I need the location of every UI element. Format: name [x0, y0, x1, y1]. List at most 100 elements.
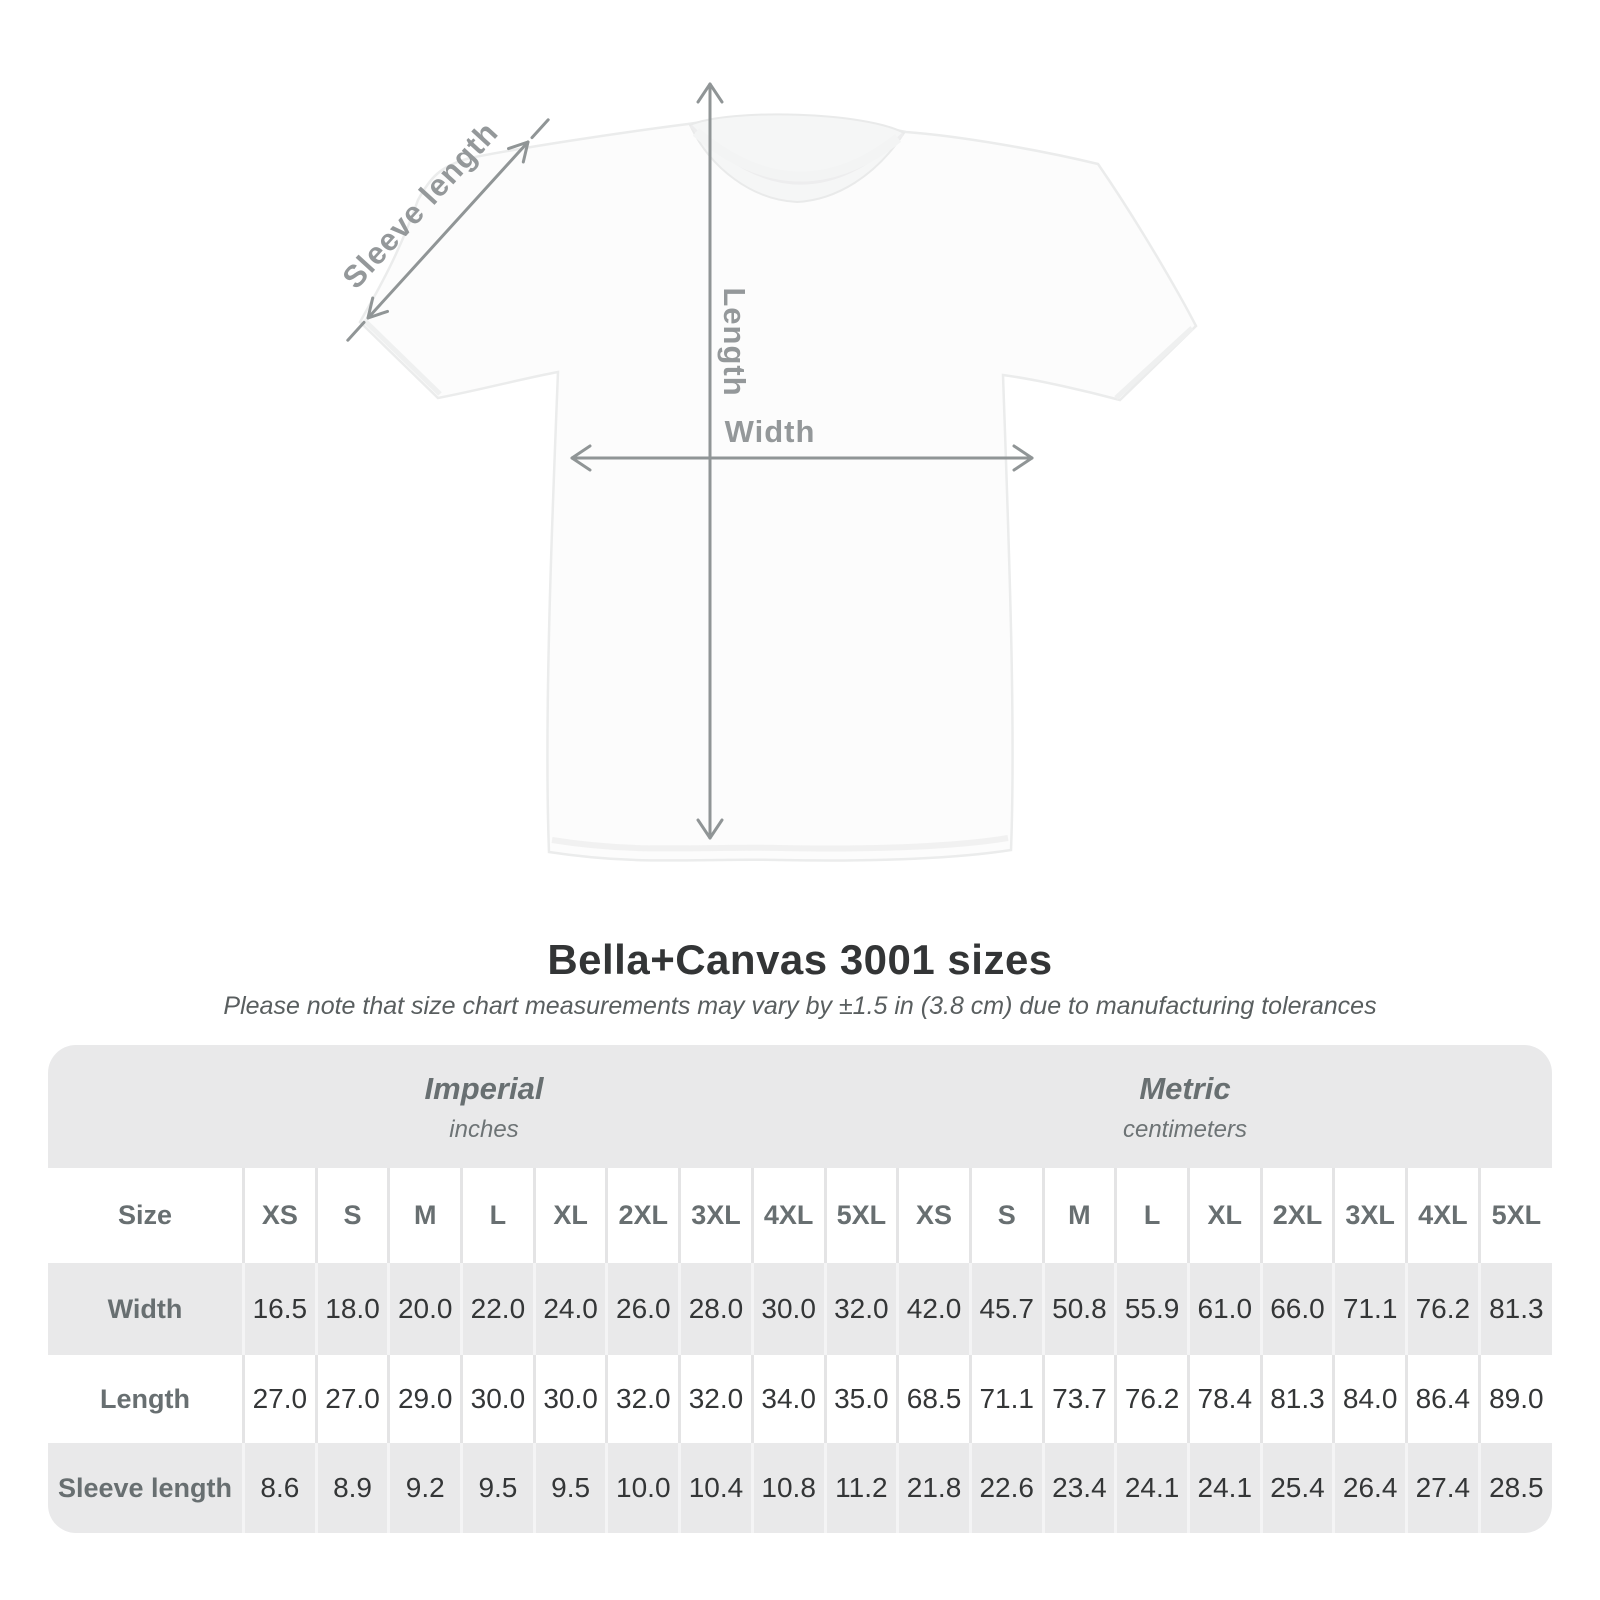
size-table: Size XS S M L XL 2XL 3XL 4XL 5XL XS S M L XL 2XL 3XL 4XL 5…	[48, 1168, 1552, 1533]
unit-group-metric: Metric centimeters	[1123, 1045, 1247, 1144]
value-cell: 8.6	[242, 1443, 317, 1533]
size-col-metric-3xl: 3XL	[1332, 1168, 1407, 1263]
value-cell: 76.2	[1114, 1355, 1189, 1443]
value-cell: 26.4	[1332, 1443, 1407, 1533]
value-cell: 42.0	[896, 1263, 971, 1355]
sleeve-length-arrow	[346, 118, 550, 342]
value-cell: 24.1	[1186, 1443, 1262, 1533]
value-cell: 76.2	[1405, 1263, 1480, 1355]
value-cell: 10.0	[605, 1443, 680, 1533]
value-cell: 30.0	[532, 1355, 607, 1443]
size-col-imperial-5xl: 5XL	[823, 1168, 898, 1263]
value-cell: 9.5	[460, 1443, 535, 1533]
size-col-metric-5xl: 5XL	[1477, 1168, 1552, 1263]
imperial-unit: inches	[449, 1116, 519, 1143]
size-chart-card: Imperial inches Metric centimeters Size X…	[48, 1045, 1552, 1533]
value-cell: 24.0	[532, 1263, 607, 1355]
value-cell: 55.9	[1114, 1263, 1189, 1355]
size-col-imperial-2xl: 2XL	[605, 1168, 680, 1263]
tshirt-diagram: Sleeve length Length Width	[335, 82, 1198, 862]
measure-row-width: Width 16.5 18.0 20.0 22.0 24.0 26.0 28.0 30.0 32.…	[48, 1263, 1552, 1355]
value-cell: 32.0	[823, 1263, 898, 1355]
size-col-imperial-4xl: 4XL	[750, 1168, 825, 1263]
value-cell: 73.7	[1041, 1355, 1116, 1443]
value-cell: 61.0	[1186, 1263, 1262, 1355]
value-cell: 24.1	[1114, 1443, 1189, 1533]
value-cell: 21.8	[896, 1443, 971, 1533]
value-cell: 89.0	[1477, 1355, 1552, 1443]
value-cell: 81.3	[1477, 1263, 1552, 1355]
value-cell: 45.7	[968, 1263, 1044, 1355]
value-cell: 71.1	[968, 1355, 1044, 1443]
value-cell: 9.2	[387, 1443, 462, 1533]
value-cell: 32.0	[678, 1355, 753, 1443]
value-cell: 25.4	[1259, 1443, 1334, 1533]
tshirt-illustration	[358, 113, 1198, 862]
value-cell: 28.0	[678, 1263, 753, 1355]
unit-band: Imperial inches Metric centimeters	[48, 1045, 1552, 1168]
value-cell: 81.3	[1259, 1355, 1334, 1443]
page-title: Bella+Canvas 3001 sizes	[547, 936, 1053, 983]
unit-group-imperial: Imperial inches	[425, 1045, 544, 1144]
value-cell: 9.5	[532, 1443, 607, 1533]
value-cell: 27.4	[1405, 1443, 1480, 1533]
size-col-metric-4xl: 4XL	[1405, 1168, 1480, 1263]
value-cell: 10.8	[750, 1443, 825, 1533]
value-cell: 27.0	[314, 1355, 389, 1443]
value-cell: 26.0	[605, 1263, 680, 1355]
size-col-imperial-xs: XS	[242, 1168, 317, 1263]
value-cell: 23.4	[1041, 1443, 1116, 1533]
measure-row-length: Length 27.0 27.0 29.0 30.0 30.0 32.0 32.0 34.0 35…	[48, 1355, 1552, 1443]
value-cell: 10.4	[678, 1443, 753, 1533]
value-cell: 35.0	[823, 1355, 898, 1443]
length-arrow	[696, 82, 724, 840]
size-col-imperial-m: M	[387, 1168, 462, 1263]
size-col-metric-s: S	[968, 1168, 1044, 1263]
measure-row-sleeve-length: Sleeve length 8.6 8.9 9.2 9.5 9.5 10.0 10.4 10.8…	[48, 1443, 1552, 1533]
value-cell: 8.9	[314, 1443, 389, 1533]
value-cell: 78.4	[1186, 1355, 1262, 1443]
size-col-metric-xl: XL	[1186, 1168, 1262, 1263]
size-col-imperial-l: L	[460, 1168, 535, 1263]
size-column-header: Size	[117, 1200, 173, 1230]
size-col-metric-l: L	[1114, 1168, 1189, 1263]
value-cell: 22.0	[460, 1263, 535, 1355]
metric-heading: Metric	[1139, 1071, 1231, 1106]
row-label: Length	[100, 1383, 190, 1414]
value-cell: 20.0	[387, 1263, 462, 1355]
metric-unit: centimeters	[1122, 1116, 1248, 1143]
value-cell: 30.0	[750, 1263, 825, 1355]
value-cell: 66.0	[1259, 1263, 1334, 1355]
size-col-metric-m: M	[1041, 1168, 1116, 1263]
size-tolerance-note: Please note that size chart measurements…	[223, 992, 1377, 1020]
value-cell: 32.0	[605, 1355, 680, 1443]
size-col-imperial-xl: XL	[532, 1168, 607, 1263]
value-cell: 86.4	[1405, 1355, 1480, 1443]
size-col-imperial-3xl: 3XL	[678, 1168, 753, 1263]
row-label: Sleeve length	[57, 1472, 233, 1503]
width-arrow	[570, 444, 1034, 472]
value-cell: 11.2	[823, 1443, 898, 1533]
size-col-metric-xs: XS	[896, 1168, 971, 1263]
imperial-heading: Imperial	[424, 1071, 544, 1106]
value-cell: 16.5	[242, 1263, 317, 1355]
size-col-metric-2xl: 2XL	[1259, 1168, 1334, 1263]
value-cell: 71.1	[1332, 1263, 1407, 1355]
size-header-row: Size XS S M L XL 2XL 3XL 4XL 5XL XS S M L XL 2XL 3XL 4XL 5…	[48, 1168, 1552, 1263]
length-label: Length	[717, 287, 752, 396]
value-cell: 84.0	[1332, 1355, 1407, 1443]
value-cell: 68.5	[896, 1355, 971, 1443]
width-label: Width	[725, 414, 816, 449]
value-cell: 18.0	[314, 1263, 389, 1355]
row-label: Width	[107, 1293, 183, 1324]
value-cell: 28.5	[1477, 1443, 1552, 1533]
value-cell: 50.8	[1041, 1263, 1116, 1355]
collar	[688, 113, 906, 204]
size-col-imperial-s: S	[314, 1168, 389, 1263]
value-cell: 27.0	[242, 1355, 317, 1443]
value-cell: 22.6	[968, 1443, 1044, 1533]
value-cell: 34.0	[750, 1355, 825, 1443]
value-cell: 30.0	[460, 1355, 535, 1443]
value-cell: 29.0	[387, 1355, 462, 1443]
